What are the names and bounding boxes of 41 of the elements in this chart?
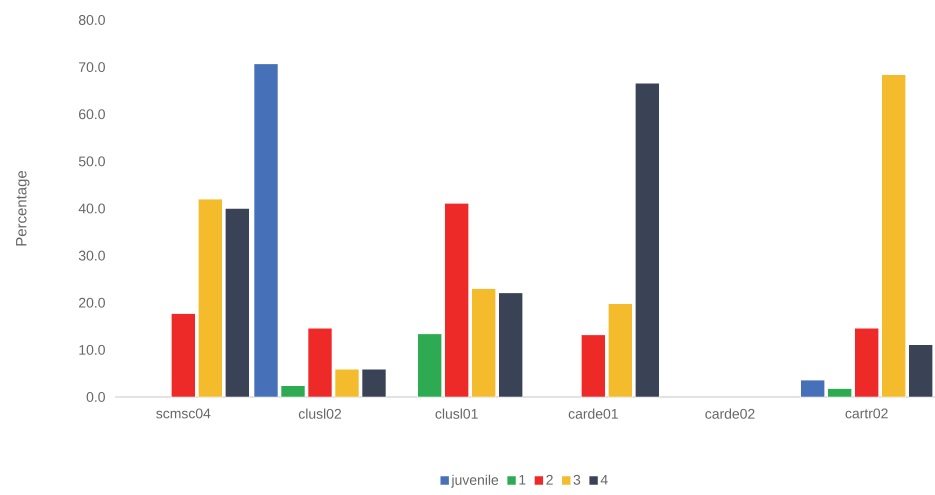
x-tick-label: clusl02 bbox=[298, 408, 342, 419]
y-tick-label: 40.0 bbox=[78, 204, 105, 214]
y-tick-label: 50.0 bbox=[78, 156, 105, 166]
y-tick-label: 30.0 bbox=[78, 250, 105, 261]
bar bbox=[608, 303, 633, 398]
y-tick-label: 0.0 bbox=[86, 392, 105, 402]
x-tick-label: clusl01 bbox=[436, 408, 478, 419]
y-axis-title: Percentage bbox=[16, 170, 30, 246]
bar bbox=[280, 385, 306, 398]
bar bbox=[471, 288, 496, 398]
bar bbox=[308, 328, 332, 398]
y-tick-label: 10.0 bbox=[79, 344, 105, 355]
bar bbox=[881, 74, 906, 398]
bar bbox=[444, 203, 469, 398]
bar bbox=[362, 368, 386, 398]
legend-label: juvenile bbox=[451, 474, 498, 488]
bar bbox=[854, 328, 879, 398]
bar bbox=[225, 208, 250, 398]
bar bbox=[635, 82, 660, 398]
bar bbox=[334, 368, 360, 398]
bar bbox=[827, 388, 852, 398]
legend-label: 4 bbox=[600, 474, 608, 485]
bar bbox=[198, 198, 223, 398]
bar bbox=[171, 313, 196, 398]
y-tick-label: 60.0 bbox=[79, 109, 105, 120]
legend-label: 1 bbox=[519, 474, 526, 485]
bar bbox=[498, 292, 523, 398]
bar bbox=[417, 334, 442, 398]
x-tick-label: cartr02 bbox=[846, 408, 888, 418]
x-tick-label: scmsc04 bbox=[156, 408, 210, 418]
bar bbox=[908, 344, 933, 398]
bar bbox=[581, 334, 606, 398]
x-tick-label: carde01 bbox=[568, 408, 618, 419]
y-tick-label: 70.0 bbox=[79, 62, 105, 72]
y-tick-label: 20.0 bbox=[79, 298, 105, 308]
legend-label: 3 bbox=[574, 474, 580, 485]
legend-label: 2 bbox=[546, 474, 553, 485]
bar bbox=[800, 380, 825, 398]
y-tick-label: 80.0 bbox=[78, 15, 105, 25]
x-tick-label: carde02 bbox=[705, 408, 754, 419]
bar bbox=[254, 64, 278, 398]
